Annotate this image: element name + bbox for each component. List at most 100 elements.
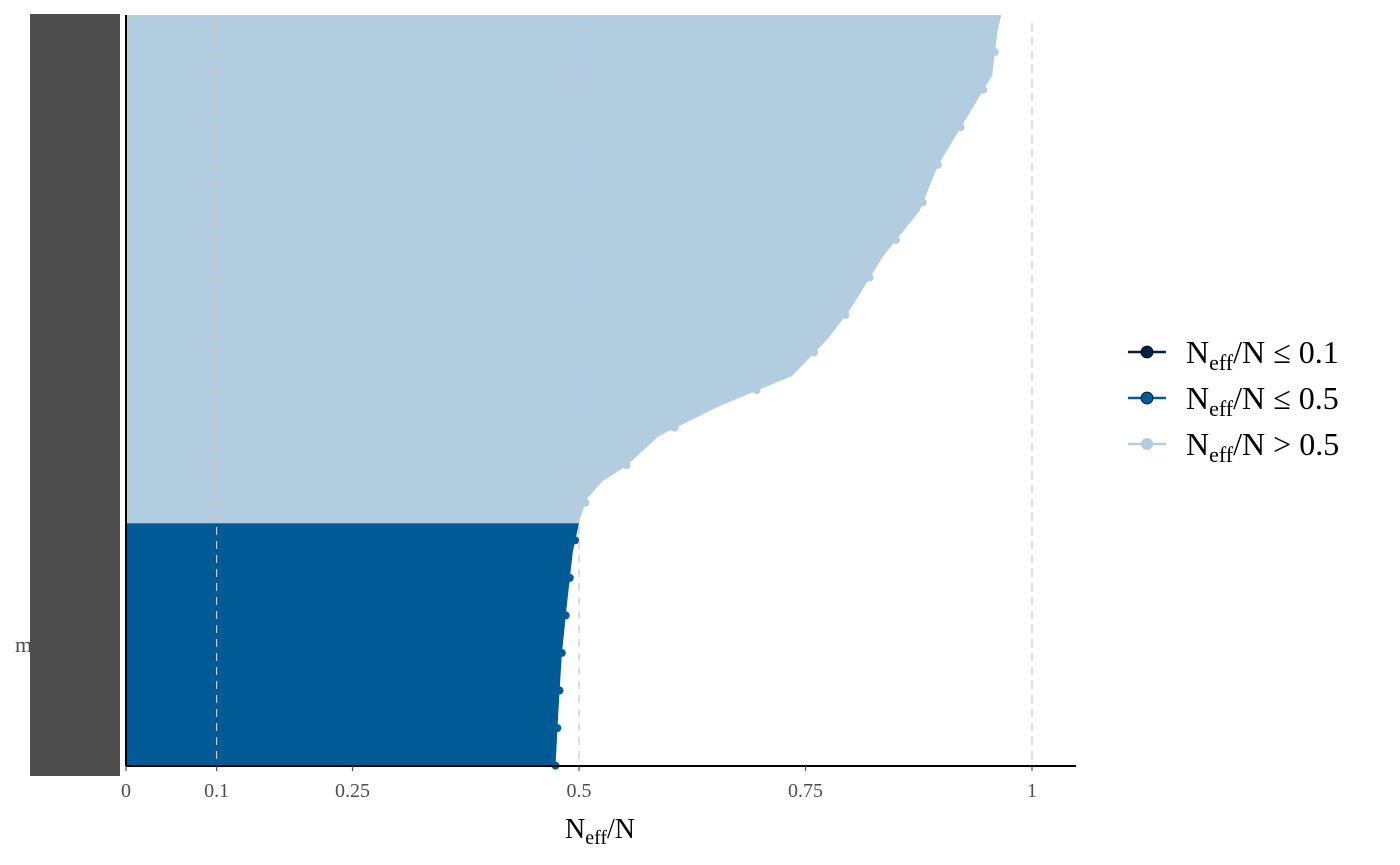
- ratio-segment: [126, 692, 560, 694]
- ratio-segment: [126, 259, 881, 261]
- ratio-segment: [126, 624, 565, 626]
- ratio-segment: [126, 340, 825, 343]
- ratio-segment: [126, 343, 823, 345]
- ratio-segment: [126, 36, 997, 38]
- ratio-segment: [126, 377, 786, 380]
- ratio-point: [752, 386, 761, 395]
- ratio-segment: [126, 94, 981, 96]
- ratio-segment: [126, 605, 567, 607]
- ratio-segment: [126, 583, 570, 585]
- ratio-segment: [126, 473, 613, 476]
- legend-marker: [1140, 345, 1154, 359]
- ratio-segment: [126, 210, 920, 212]
- ratio-segment: [126, 407, 715, 410]
- ratio-segment: [126, 66, 994, 69]
- ratio-segment: [126, 69, 993, 71]
- ratio-segment: [126, 570, 571, 573]
- ratio-segment: [126, 49, 996, 51]
- ratio-segment: [126, 527, 578, 529]
- ratio-segment: [126, 98, 978, 100]
- ratio-segment: [126, 411, 707, 413]
- ratio-segment: [126, 762, 556, 764]
- ratio-segment: [126, 453, 639, 455]
- ratio-segment: [126, 426, 677, 428]
- ratio-segment: [126, 728, 558, 730]
- ratio-segment: [126, 756, 556, 758]
- ratio-segment: [126, 343, 822, 346]
- ratio-segment: [126, 242, 894, 244]
- ratio-segment: [126, 271, 874, 273]
- ratio-segment: [126, 161, 940, 163]
- ratio-segment: [126, 35, 997, 37]
- ratio-segment: [126, 521, 580, 524]
- ratio-segment: [126, 232, 902, 235]
- ratio-segment: [126, 723, 558, 725]
- ratio-segment: [126, 675, 561, 677]
- ratio-segment: [126, 86, 986, 88]
- ratio-segment: [126, 585, 569, 588]
- x-tick-label: 0.1: [204, 780, 229, 802]
- ratio-segment: [126, 226, 907, 228]
- ratio-segment: [126, 689, 560, 691]
- ratio-segment: [126, 344, 822, 347]
- ratio-segment: [126, 691, 560, 694]
- ratio-segment: [126, 758, 556, 760]
- ratio-segment: [126, 723, 558, 726]
- ratio-segment: [126, 753, 557, 755]
- ratio-segment: [126, 75, 992, 77]
- ratio-segment: [126, 114, 969, 116]
- ratio-segment: [126, 39, 997, 41]
- ratio-segment: [126, 711, 559, 714]
- ratio-segment: [126, 267, 876, 269]
- ratio-segment: [126, 104, 975, 106]
- ratio-segment: [126, 85, 986, 87]
- ratio-segment: [126, 443, 651, 445]
- ratio-segment: [126, 399, 734, 401]
- ratio-segment: [126, 126, 962, 128]
- ratio-segment: [126, 586, 569, 588]
- ratio-segment: [126, 289, 862, 292]
- ratio-segment: [126, 150, 947, 152]
- ratio-segment: [126, 131, 958, 133]
- ratio-segment: [126, 220, 912, 222]
- ratio-segment: [126, 610, 567, 612]
- ratio-segment: [126, 641, 563, 643]
- ratio-segment: [126, 367, 799, 370]
- ratio-segment: [126, 116, 967, 118]
- ratio-segment: [126, 573, 571, 576]
- ratio-segment: [126, 204, 922, 206]
- ratio-segment: [126, 270, 874, 272]
- ratio-segment: [126, 228, 905, 230]
- ratio-segment: [126, 281, 867, 283]
- ratio-segment: [126, 425, 680, 427]
- ratio-segment: [126, 730, 558, 733]
- ratio-segment: [126, 546, 574, 549]
- ratio-segment: [126, 346, 820, 349]
- ratio-segment: [126, 382, 773, 385]
- ratio-segment: [126, 750, 557, 752]
- ratio-segment: [126, 214, 917, 216]
- ratio-segment: [126, 663, 562, 665]
- ratio-segment: [126, 486, 597, 488]
- ratio-segment: [126, 111, 970, 114]
- ratio-segment: [126, 137, 955, 139]
- ratio-segment: [126, 380, 779, 383]
- ratio-segment: [126, 503, 585, 506]
- ratio-segment: [126, 99, 977, 102]
- ratio-segment: [126, 600, 568, 603]
- ratio-segment: [126, 587, 569, 589]
- ratio-segment: [126, 322, 840, 325]
- ratio-segment: [126, 501, 586, 503]
- ratio-segment: [126, 329, 835, 332]
- ratio-segment: [126, 524, 579, 527]
- ratio-segment: [126, 171, 936, 173]
- ratio-segment: [126, 283, 866, 285]
- ratio-segment: [126, 511, 583, 513]
- ratio-segment: [126, 559, 572, 561]
- ratio-segment: [126, 63, 994, 65]
- ratio-segment: [126, 757, 556, 760]
- ratio-segment: [126, 39, 997, 42]
- ratio-segment: [126, 129, 960, 131]
- ratio-segment: [126, 135, 956, 137]
- ratio-segment: [126, 566, 572, 568]
